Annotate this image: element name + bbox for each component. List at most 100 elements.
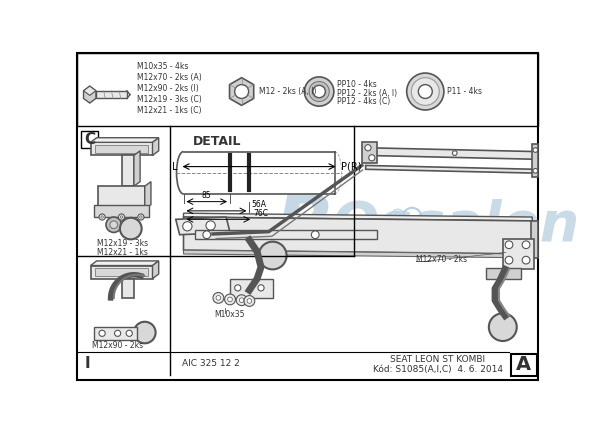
Polygon shape	[94, 327, 137, 340]
Text: M12x90 - 2ks (I): M12x90 - 2ks (I)	[137, 84, 199, 93]
Circle shape	[140, 216, 142, 218]
Circle shape	[533, 148, 538, 152]
Circle shape	[311, 231, 319, 239]
Text: P(R): P(R)	[341, 162, 361, 172]
Polygon shape	[91, 138, 158, 142]
Polygon shape	[184, 213, 532, 221]
Text: M12 - 2ks (A, I): M12 - 2ks (A, I)	[259, 87, 316, 96]
Circle shape	[452, 151, 457, 155]
Circle shape	[304, 77, 334, 106]
Circle shape	[216, 296, 221, 300]
Text: M10x35 - 4ks: M10x35 - 4ks	[137, 62, 188, 71]
Circle shape	[258, 285, 264, 291]
Polygon shape	[365, 166, 536, 173]
Circle shape	[206, 221, 215, 230]
Circle shape	[522, 241, 530, 248]
Text: M12x21 - 1ks (C): M12x21 - 1ks (C)	[137, 106, 202, 115]
Circle shape	[121, 216, 122, 218]
Circle shape	[407, 73, 444, 110]
Circle shape	[236, 295, 247, 305]
Polygon shape	[91, 261, 158, 266]
Polygon shape	[145, 181, 151, 209]
Circle shape	[505, 256, 513, 264]
Circle shape	[309, 82, 329, 102]
Text: M12x90 - 2ks: M12x90 - 2ks	[92, 341, 143, 350]
Circle shape	[213, 293, 224, 303]
Text: Kód: S1085(A,I,C)  4. 6. 2014: Kód: S1085(A,I,C) 4. 6. 2014	[373, 365, 503, 374]
Circle shape	[99, 330, 105, 336]
Circle shape	[505, 241, 513, 248]
Polygon shape	[531, 221, 538, 258]
Polygon shape	[184, 250, 532, 258]
Bar	[77, 53, 538, 126]
Polygon shape	[486, 268, 521, 278]
Bar	[95, 268, 148, 276]
Text: P11 - 4ks: P11 - 4ks	[447, 87, 482, 96]
Polygon shape	[230, 78, 254, 106]
Circle shape	[244, 296, 255, 306]
Polygon shape	[152, 261, 158, 278]
Polygon shape	[365, 148, 536, 159]
Circle shape	[224, 294, 235, 305]
Text: B: B	[275, 192, 333, 266]
Circle shape	[138, 214, 144, 220]
Text: L: L	[172, 162, 178, 172]
Circle shape	[120, 218, 142, 239]
Text: M12x70 - 2ks (A): M12x70 - 2ks (A)	[137, 73, 202, 82]
Circle shape	[106, 217, 121, 233]
Polygon shape	[230, 278, 272, 298]
Text: C: C	[84, 132, 95, 147]
Polygon shape	[152, 138, 158, 155]
Polygon shape	[184, 217, 532, 254]
Bar	[404, 227, 420, 241]
Circle shape	[247, 299, 252, 303]
Circle shape	[412, 78, 439, 106]
Polygon shape	[83, 86, 96, 95]
Circle shape	[101, 216, 103, 218]
Text: PP12 - 4ks (C): PP12 - 4ks (C)	[337, 97, 390, 106]
Text: SEAT LEON ST KOMBI: SEAT LEON ST KOMBI	[390, 355, 485, 364]
Circle shape	[126, 330, 133, 336]
Circle shape	[235, 85, 248, 98]
Text: M12x70 - 2ks: M12x70 - 2ks	[416, 255, 467, 264]
Circle shape	[118, 214, 125, 220]
Circle shape	[533, 169, 538, 173]
Text: M12x19 - 3ks: M12x19 - 3ks	[97, 239, 148, 248]
Circle shape	[313, 85, 325, 98]
Bar	[511, 354, 537, 376]
Polygon shape	[83, 86, 96, 103]
Polygon shape	[176, 217, 230, 235]
Circle shape	[239, 298, 244, 302]
Circle shape	[522, 256, 530, 264]
Text: M12x19 - 3ks (C): M12x19 - 3ks (C)	[137, 95, 202, 104]
Polygon shape	[134, 151, 140, 186]
Text: Ossalon: Ossalon	[332, 199, 580, 253]
Polygon shape	[91, 266, 152, 278]
Polygon shape	[94, 205, 149, 217]
Circle shape	[203, 231, 211, 239]
Text: PP12 - 2ks (A, I): PP12 - 2ks (A, I)	[337, 88, 397, 97]
Circle shape	[227, 297, 232, 302]
Circle shape	[489, 313, 517, 341]
Polygon shape	[121, 155, 134, 186]
Circle shape	[134, 322, 155, 343]
Text: A: A	[516, 355, 531, 375]
Text: I: I	[84, 356, 90, 371]
Text: 76C: 76C	[253, 209, 268, 218]
Circle shape	[110, 221, 118, 229]
Bar	[95, 145, 148, 153]
Polygon shape	[98, 186, 145, 209]
Circle shape	[183, 222, 192, 231]
Text: DETAIL: DETAIL	[193, 135, 241, 148]
Circle shape	[369, 155, 375, 161]
Text: AIC 325 12 2: AIC 325 12 2	[182, 359, 240, 368]
Text: ®: ®	[387, 208, 406, 227]
Polygon shape	[532, 144, 538, 177]
Circle shape	[418, 85, 432, 98]
Bar	[81, 131, 98, 148]
Circle shape	[115, 330, 121, 336]
Polygon shape	[91, 142, 152, 155]
Text: PP10 - 4ks: PP10 - 4ks	[337, 80, 377, 89]
Circle shape	[365, 145, 371, 151]
Text: 85: 85	[202, 191, 212, 200]
